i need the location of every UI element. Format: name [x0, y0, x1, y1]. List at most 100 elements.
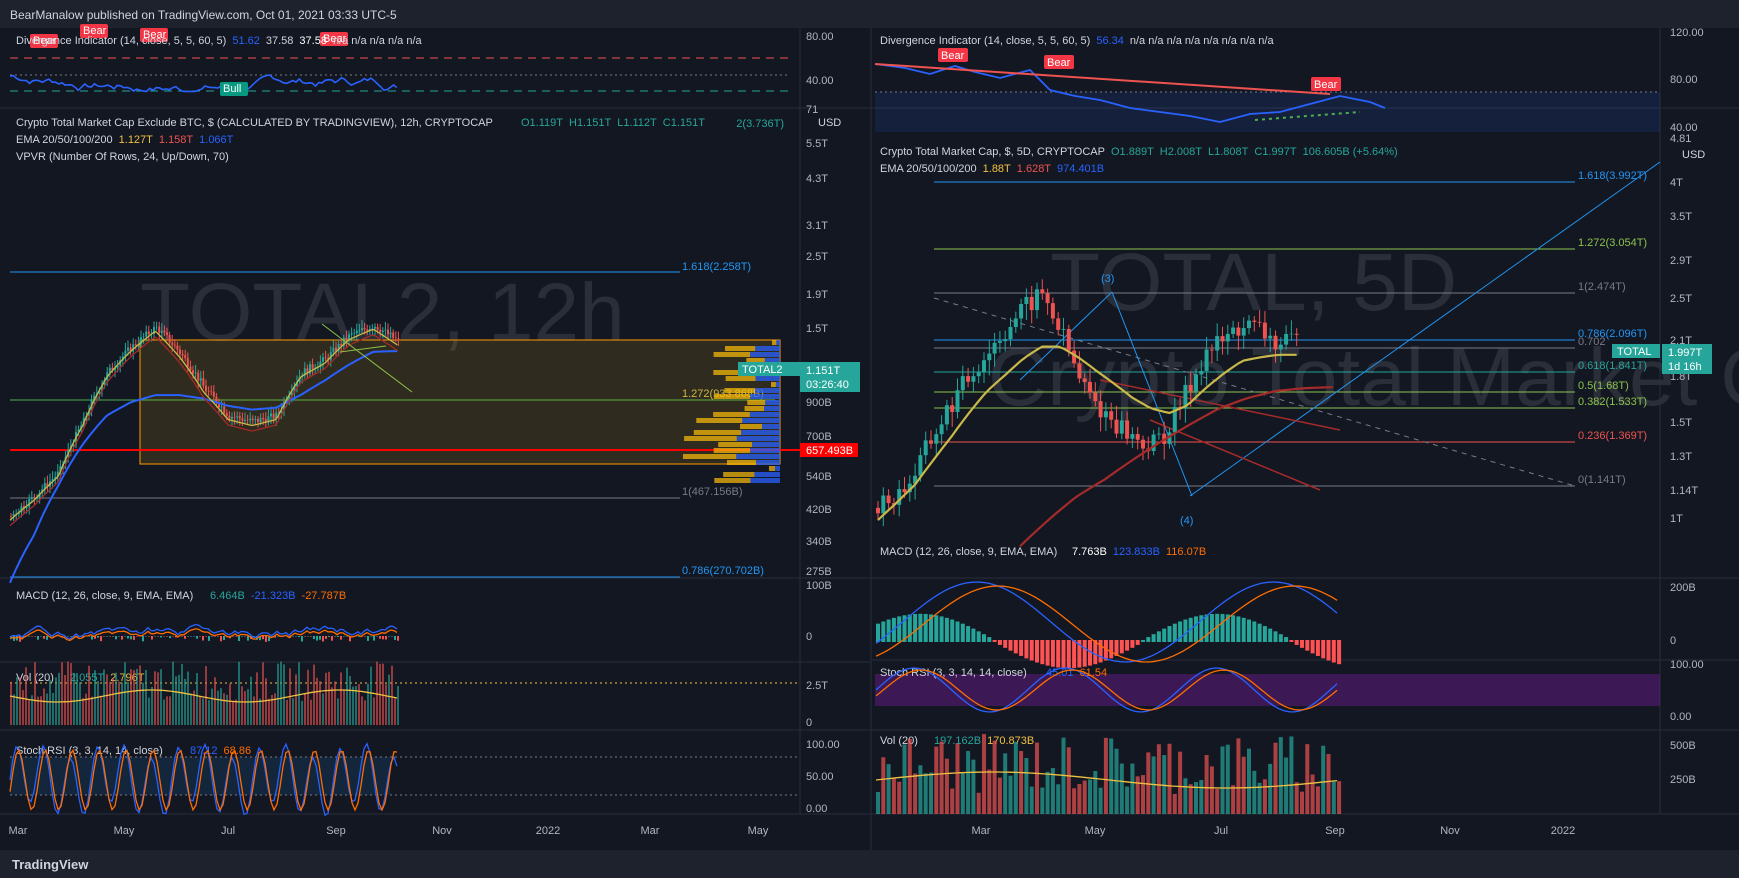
- volume-bar: [106, 674, 108, 725]
- price-tag-bg: [800, 362, 860, 392]
- macd-tick: 0: [806, 631, 812, 643]
- candle-body: [246, 419, 249, 421]
- macd-hist-bar: [214, 636, 216, 637]
- macd-hist-bar: [388, 636, 390, 637]
- volume-bar: [966, 751, 971, 814]
- macd-hist-bar: [1268, 628, 1273, 642]
- candle-body: [241, 418, 244, 421]
- candle-body: [1035, 289, 1039, 311]
- osc-tick: 40.00: [806, 75, 834, 87]
- macd-hist-bar: [1093, 640, 1098, 665]
- volume-bar: [16, 677, 18, 725]
- range-box: [139, 339, 781, 465]
- volume-bar: [1151, 756, 1156, 814]
- vpvr-bar-up: [726, 460, 757, 465]
- candle-body: [1019, 303, 1024, 319]
- macd-hist-bar: [944, 617, 949, 642]
- volume-bar: [241, 686, 243, 725]
- price-tick: 4T: [1670, 177, 1683, 189]
- vol-tick: 0: [806, 717, 812, 729]
- candle-body: [155, 326, 158, 328]
- candle-body: [145, 331, 148, 337]
- macd-hist-bar: [307, 636, 309, 637]
- vpvr-bar-down: [764, 406, 780, 411]
- macd-hist-bar: [118, 636, 120, 637]
- candle-body: [992, 342, 997, 354]
- tradingview-logo[interactable]: TradingView: [12, 857, 89, 872]
- candle-body: [1156, 433, 1161, 435]
- candle-body: [93, 395, 96, 401]
- macd-hist-bar: [1278, 634, 1283, 642]
- wave-label: (4): [1180, 515, 1193, 527]
- x-tick: May: [114, 825, 135, 837]
- macd-hist-bar: [881, 621, 886, 642]
- signal-badge-label: Bear: [323, 33, 347, 45]
- macd-hist-bar: [244, 636, 246, 637]
- candle-body: [194, 372, 197, 374]
- volume-bar: [151, 686, 153, 725]
- candle-body: [202, 378, 205, 386]
- macd-hist-bar: [217, 636, 219, 637]
- volume-bar: [1088, 779, 1092, 814]
- ema-legend-right: EMA 20/50/100/200 1.88T 1.628T 974.401B: [880, 163, 1104, 175]
- macd-hist-bar: [1088, 640, 1092, 666]
- volume-bar: [22, 690, 24, 725]
- signal-badge-label: Bear: [33, 35, 57, 47]
- macd-hist-bar: [902, 615, 907, 642]
- candle-body: [350, 333, 353, 335]
- macd-hist-bar: [172, 636, 174, 637]
- vpvr-bar-down: [750, 352, 780, 357]
- volume-bar: [370, 666, 372, 725]
- macd-hist-bar: [1072, 640, 1077, 669]
- candle-body: [944, 405, 949, 425]
- macd-hist-bar: [1300, 640, 1304, 648]
- macd-hist-bar: [88, 636, 90, 637]
- macd-hist-bar: [1337, 640, 1342, 665]
- usd-label: USD: [1682, 149, 1705, 161]
- macd-hist-bar: [13, 636, 15, 641]
- price-tick: 4.3T: [806, 173, 828, 185]
- candle-body: [1194, 374, 1198, 392]
- vpvr-bar-up: [723, 472, 755, 477]
- volume-bar: [145, 669, 147, 725]
- volume-bar: [127, 681, 129, 725]
- volume-bar: [37, 696, 39, 725]
- macd-hist-bar: [1024, 640, 1029, 659]
- macd-hist-bar: [121, 636, 123, 640]
- volume-bar: [160, 669, 162, 725]
- candle-body: [119, 360, 122, 366]
- volume-bar: [1019, 751, 1024, 814]
- signal-badge-label: Bear: [1314, 79, 1338, 91]
- vpvr-bar-up: [693, 430, 742, 435]
- volume-bar: [91, 696, 93, 725]
- candle-body: [322, 357, 324, 362]
- macd-hist-bar: [939, 616, 944, 642]
- volume-bar: [923, 773, 928, 814]
- stoch-tick: 100.00: [806, 739, 840, 751]
- macd-hist-bar: [1199, 615, 1204, 642]
- candle-body: [176, 345, 179, 350]
- macd-hist-bar: [1236, 616, 1241, 642]
- volume-bar: [265, 678, 267, 725]
- vpvr-bar-up: [696, 418, 743, 423]
- volume-bar: [355, 686, 357, 725]
- price-tag-bg: [1662, 344, 1712, 374]
- volume-bar: [283, 664, 285, 725]
- candle-body: [103, 379, 106, 386]
- ema20-right: [877, 345, 1297, 521]
- volume-bar: [955, 743, 960, 814]
- volume-bar: [1050, 768, 1055, 814]
- vpvr-bar-up: [684, 436, 737, 441]
- candle-body: [1241, 328, 1246, 336]
- volume-bar: [1125, 786, 1130, 814]
- candle-body: [166, 332, 168, 336]
- candle-body: [210, 391, 213, 392]
- volume-bar: [367, 683, 369, 725]
- candle-body: [54, 476, 57, 480]
- macd-hist-bar: [1194, 616, 1198, 642]
- macd-hist-bar: [235, 636, 237, 637]
- macd-hist-bar: [40, 636, 42, 637]
- macd-hist-bar: [1252, 621, 1257, 642]
- macd-hist-bar: [1125, 640, 1130, 651]
